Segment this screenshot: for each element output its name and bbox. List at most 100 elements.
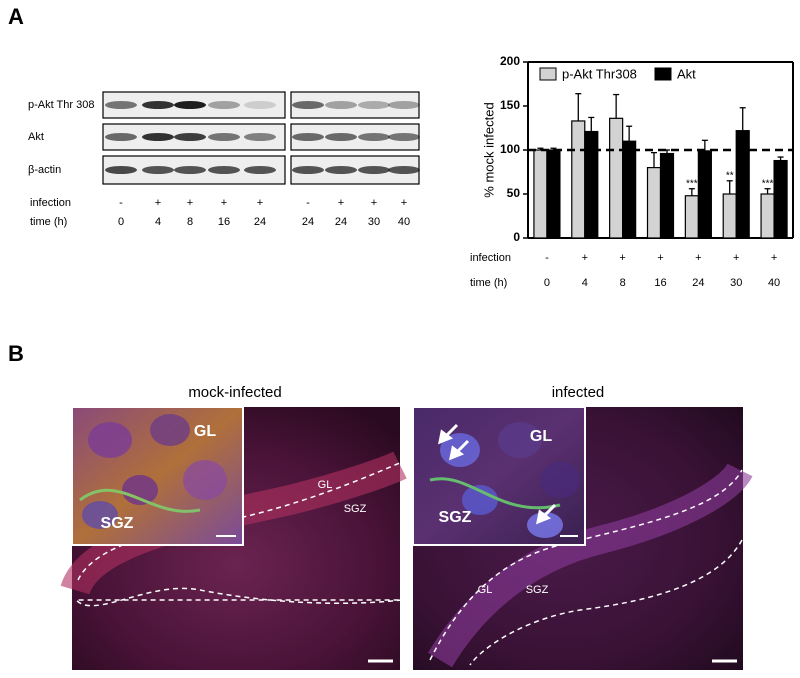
bar	[773, 159, 788, 239]
image-title: mock-infected	[188, 384, 281, 401]
micrograph	[60, 406, 753, 670]
cell-layer	[427, 462, 753, 668]
legend-label: Akt	[677, 66, 696, 81]
region-outline	[74, 461, 403, 607]
blot-band	[244, 101, 276, 109]
region-outline	[429, 469, 743, 666]
arrows	[437, 423, 557, 525]
bar	[546, 149, 561, 239]
time-label: 24	[335, 216, 347, 228]
panel-label: B	[8, 341, 24, 366]
blot-band	[174, 133, 206, 141]
region-label: SGZ	[526, 584, 549, 596]
inset-label: GL	[530, 428, 552, 445]
infection-label: +	[771, 252, 777, 264]
infection-label: -	[119, 197, 123, 209]
infection-label: +	[221, 197, 227, 209]
x-tick-label: 0	[544, 277, 550, 289]
blot-band	[105, 133, 137, 141]
blot-band	[358, 101, 390, 109]
x-tick-label: 24	[692, 277, 704, 289]
time-label: 8	[187, 216, 193, 228]
bar	[584, 130, 599, 239]
blot-row-label: p-Akt Thr 308	[28, 99, 94, 111]
time-label: 0	[118, 216, 124, 228]
infection-label: +	[155, 197, 161, 209]
cells	[79, 414, 227, 529]
blot-band	[208, 133, 240, 141]
image-title: infected	[552, 384, 605, 401]
region-label: SGZ	[344, 503, 367, 515]
infection-label: +	[733, 252, 739, 264]
time-label: 24	[254, 216, 266, 228]
bar	[622, 140, 637, 239]
legend-swatch	[539, 67, 557, 81]
blot-band	[208, 101, 240, 109]
bar	[646, 167, 662, 239]
time-label: 24	[302, 216, 314, 228]
cell-layer	[60, 451, 407, 596]
legend-swatch	[654, 67, 672, 81]
bar	[697, 150, 712, 239]
infection-label: -	[306, 197, 310, 209]
infection-label: -	[545, 252, 549, 264]
blot-band	[142, 133, 174, 141]
blot-band	[142, 166, 174, 174]
x-tick-label: 16	[654, 277, 666, 289]
bar	[722, 193, 737, 239]
blot-row-label: Akt	[28, 131, 44, 143]
significance-label: **	[726, 170, 734, 181]
blot-band	[325, 133, 357, 141]
row-header: time (h)	[30, 216, 67, 228]
bar-chart: 0 50 100 150 200 % mock infected - 0 +4 +8 +16 *** +…	[470, 54, 794, 289]
inset-label: SGZ	[101, 515, 134, 532]
inset-label: GL	[194, 423, 216, 440]
bar	[571, 120, 586, 239]
region-label: GL	[478, 584, 493, 596]
panel-label: A	[8, 4, 24, 29]
blot-band	[292, 133, 324, 141]
infection-label: +	[582, 252, 588, 264]
blot-band	[208, 166, 240, 174]
y-tick-label: 100	[500, 142, 520, 156]
infection-label: +	[257, 197, 263, 209]
blot-band	[358, 166, 390, 174]
time-label: 4	[155, 216, 161, 228]
blot-band	[358, 133, 390, 141]
infection-label: +	[187, 197, 193, 209]
time-label: 30	[368, 216, 380, 228]
row-header: infection	[30, 197, 71, 209]
blot-band	[105, 101, 137, 109]
infection-label: +	[401, 197, 407, 209]
blot-band	[105, 166, 137, 174]
infection-label: +	[695, 252, 701, 264]
x-tick-label: 30	[730, 277, 742, 289]
x-tick-label: 40	[768, 277, 780, 289]
row-header: time (h)	[470, 277, 507, 289]
blot-row-label: β-actin	[28, 164, 61, 176]
blot-band	[244, 166, 276, 174]
blot-band	[388, 133, 420, 141]
bar	[609, 117, 624, 239]
blot-band	[388, 101, 420, 109]
blot-band	[292, 166, 324, 174]
x-tick-label: 8	[620, 277, 626, 289]
bar	[659, 152, 675, 239]
blot-band	[325, 166, 357, 174]
y-tick-label: 50	[507, 186, 521, 200]
y-tick-label: 0	[513, 230, 520, 244]
bar	[533, 149, 548, 239]
bar	[684, 195, 699, 239]
y-tick-label: 200	[500, 54, 520, 68]
inset-label: SGZ	[439, 509, 472, 526]
significance-label: ***	[686, 178, 698, 189]
time-label: 40	[398, 216, 410, 228]
y-axis-label: % mock infected	[481, 102, 496, 197]
infection-label: +	[371, 197, 377, 209]
infection-label: +	[657, 252, 663, 264]
region-label: GL	[318, 479, 333, 491]
row-header: infection	[470, 252, 511, 264]
bar	[760, 193, 775, 239]
blot-band	[174, 101, 206, 109]
